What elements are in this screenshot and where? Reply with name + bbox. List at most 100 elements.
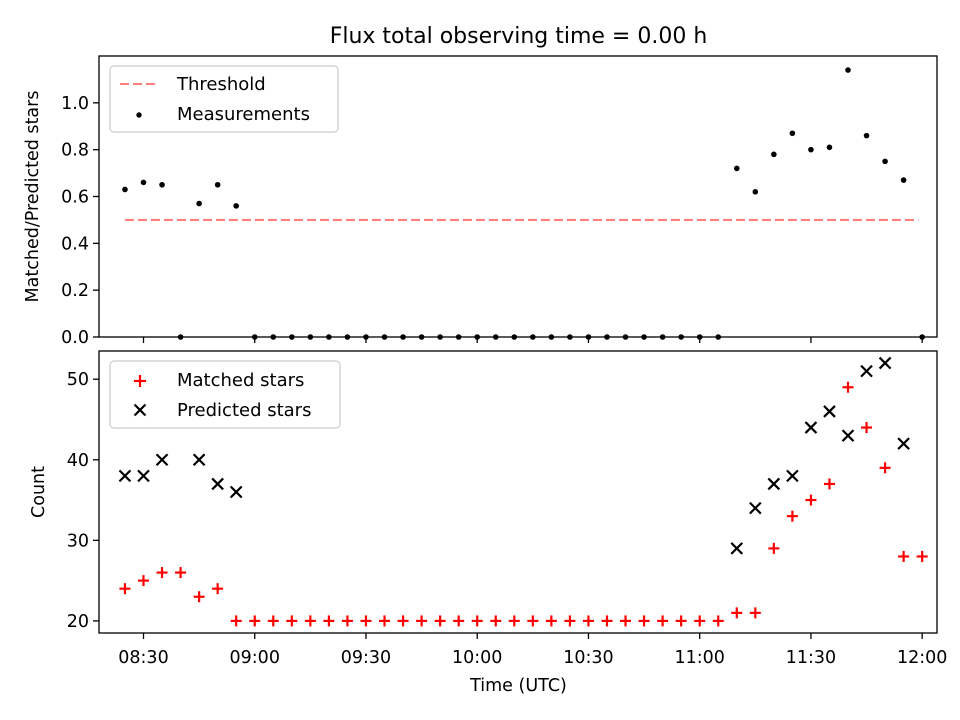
count-y-tick-label: 30 xyxy=(67,531,89,551)
matched-star-point xyxy=(879,462,891,474)
predicted-star-point xyxy=(155,453,169,467)
x-tick-label: 08:30 xyxy=(118,648,168,668)
chart-title: Flux total observing time = 0.00 h xyxy=(330,24,708,49)
matched-star-point xyxy=(823,478,835,490)
legend-matched-label: Matched stars xyxy=(177,370,304,391)
legend-threshold-label: Threshold xyxy=(176,74,266,95)
ratio-y-tick-label: 1.0 xyxy=(61,94,89,114)
legend-predicted-label: Predicted stars xyxy=(177,400,311,421)
measurement-point xyxy=(733,165,740,172)
matched-star-point xyxy=(490,615,502,627)
ratio-y-label: Matched/Predicted stars xyxy=(23,91,43,303)
x-tick-label: 09:30 xyxy=(341,648,391,668)
matched-star-point xyxy=(527,615,539,627)
matched-star-point xyxy=(768,542,780,554)
x-tick-label: 09:00 xyxy=(230,648,280,668)
matched-star-point xyxy=(193,591,205,603)
matched-star-point xyxy=(379,615,391,627)
matched-star-point xyxy=(323,615,335,627)
ratio-y-axis: 0.0 0.2 0.4 0.6 0.8 1.0 xyxy=(61,94,99,348)
ratio-y-tick-label: 0.8 xyxy=(61,141,89,161)
count-legend: Matched stars Predicted stars xyxy=(109,360,341,429)
matched-star-point xyxy=(916,550,928,562)
measurement-point xyxy=(882,158,888,165)
predicted-star-point xyxy=(749,501,762,515)
ratio-y-tick-label: 0.0 xyxy=(61,328,89,348)
matched-star-point xyxy=(749,607,761,619)
measurement-points xyxy=(122,67,925,340)
predicted-star-point xyxy=(841,429,855,442)
measurement-point xyxy=(214,181,221,188)
matched-star-point xyxy=(230,615,242,627)
predicted-star-point xyxy=(860,364,873,378)
ratio-y-tick-label: 0.6 xyxy=(61,188,89,208)
matched-star-point xyxy=(638,615,650,627)
matched-star-point xyxy=(805,494,817,506)
predicted-star-point xyxy=(767,477,781,491)
ratio-y-tick-label: 0.4 xyxy=(61,234,89,254)
matched-star-point xyxy=(341,615,353,627)
measurement-point xyxy=(863,132,870,139)
predicted-star-point xyxy=(804,421,818,434)
predicted-star-point xyxy=(192,453,206,467)
matched-star-point xyxy=(842,381,854,393)
measurement-point xyxy=(752,189,759,195)
predicted-star-point xyxy=(118,469,132,483)
x-tick-label: 11:00 xyxy=(674,648,724,668)
matched-star-point xyxy=(508,615,520,627)
count-y-axis: 20 30 40 50 xyxy=(67,370,99,632)
matched-star-point xyxy=(212,583,224,595)
measurement-point xyxy=(900,177,907,183)
count-x-axis: 08:30 09:00 09:30 10:00 10:30 11:00 11:30 12:00 xyxy=(118,633,947,668)
matched-star-point xyxy=(119,583,131,595)
ratio-panel: 0.0 0.2 0.4 0.6 0.8 1.0 Matched/Predicted sta… xyxy=(23,55,938,348)
matched-star-point xyxy=(286,615,298,627)
measurement-point xyxy=(845,67,851,73)
count-y-label: Count xyxy=(29,466,49,518)
x-tick-label: 10:30 xyxy=(563,648,613,668)
matched-star-point xyxy=(731,607,743,619)
predicted-star-point xyxy=(229,485,243,499)
matched-star-point xyxy=(786,510,798,522)
matched-star-point xyxy=(471,615,483,627)
matched-star-point xyxy=(397,615,409,627)
matched-star-point xyxy=(582,615,594,627)
measurement-point xyxy=(789,130,796,137)
x-tick-label: 12:00 xyxy=(897,648,947,668)
matched-star-point xyxy=(601,615,613,627)
count-y-tick-label: 50 xyxy=(67,370,89,390)
matched-star-point xyxy=(267,615,279,627)
count-legend-box xyxy=(109,360,341,429)
predicted-star-point xyxy=(897,437,910,450)
matched-star-point xyxy=(861,422,873,434)
matched-star-point xyxy=(360,615,372,627)
predicted-star-point xyxy=(823,405,836,418)
count-panel: 20 30 40 50 08:30 09:00 09:30 10:00 10:30 11:00 1… xyxy=(29,350,947,696)
predicted-star-point xyxy=(878,356,892,370)
matched-star-point xyxy=(249,615,261,627)
ratio-y-tick-label: 0.2 xyxy=(61,281,89,301)
matched-star-point xyxy=(416,615,428,627)
measurement-point xyxy=(808,146,814,153)
measurement-point xyxy=(196,200,202,207)
ratio-legend: Threshold Measurements xyxy=(109,65,339,133)
matched-star-point xyxy=(545,615,557,627)
matched-star-point xyxy=(712,615,724,627)
matched-star-point xyxy=(564,615,576,627)
matched-star-point xyxy=(694,615,706,627)
predicted-star-point xyxy=(137,469,150,483)
matched-star-point xyxy=(620,615,632,627)
measurement-point xyxy=(771,151,777,158)
count-y-tick-label: 20 xyxy=(67,612,89,632)
x-axis-label: Time (UTC) xyxy=(469,676,567,696)
measurement-point xyxy=(140,179,147,186)
measurement-point xyxy=(233,203,239,209)
matched-star-point xyxy=(898,550,910,562)
matched-star-point xyxy=(453,615,465,627)
count-y-tick-label: 40 xyxy=(67,451,89,471)
matched-star-point xyxy=(434,615,446,627)
matched-star-point xyxy=(304,615,316,627)
legend-matched-swatch xyxy=(134,375,146,387)
matched-star-point xyxy=(657,615,669,627)
